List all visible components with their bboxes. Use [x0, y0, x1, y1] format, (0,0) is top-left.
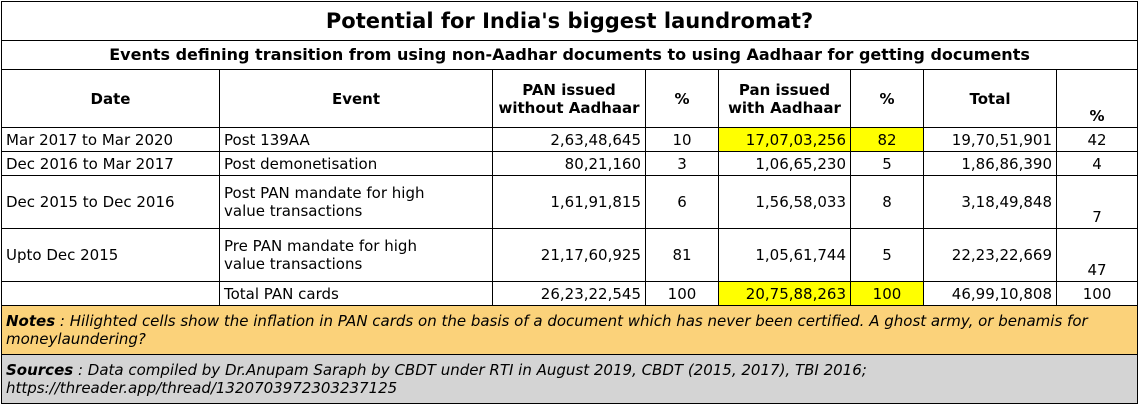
header-pct-without: % [645, 69, 719, 128]
cell-total-without: 26,23,22,545 [492, 281, 646, 306]
cell-without: 2,63,48,645 [492, 127, 646, 152]
header-date: Date [1, 69, 220, 128]
cell-date: Dec 2016 to Mar 2017 [1, 151, 220, 176]
sources-label: Sources [6, 361, 74, 379]
header-pct-with: % [850, 69, 924, 128]
cell-pct-with: 8 [850, 175, 924, 229]
cell-date: Upto Dec 2015 [1, 228, 220, 282]
cell-event: Post PAN mandate for high value transacti… [219, 175, 493, 229]
header-pan-with-aadhaar: Pan issued with Aadhaar [718, 69, 851, 128]
notes-text: : Hilighted cells show the inflation in … [6, 312, 1088, 348]
cell-grand-total: 46,99,10,808 [923, 281, 1057, 306]
cell-event-line2: value transactions [224, 255, 363, 273]
cell-total-with-highlighted: 20,75,88,263 [718, 281, 851, 306]
notes-row: Notes : Hilighted cells show the inflati… [0, 305, 1138, 355]
cell-pct-with: 5 [850, 228, 924, 282]
cell-event-line1: Post PAN mandate for high [224, 184, 425, 202]
cell-total-label: Total PAN cards [219, 281, 493, 306]
cell-grand-pct: 100 [1055, 281, 1138, 306]
cell-date: Mar 2017 to Mar 2020 [1, 127, 220, 152]
notes-cell: Notes : Hilighted cells show the inflati… [0, 305, 1138, 355]
cell-with: 1,56,58,033 [718, 175, 851, 229]
sources-row: Sources : Data compiled by Dr.Anupam Sar… [0, 354, 1138, 404]
cell-pct-total: 47 [1055, 228, 1138, 282]
cell-event-line1: Pre PAN mandate for high [224, 237, 417, 255]
cell-total-pct-without: 100 [645, 281, 719, 306]
table-title: Potential for India's biggest laundromat… [0, 1, 1138, 41]
cell-without: 1,61,91,815 [492, 175, 646, 229]
cell-date-empty [1, 281, 220, 306]
sources-cell: Sources : Data compiled by Dr.Anupam Sar… [0, 354, 1138, 404]
cell-pct-without: 3 [645, 151, 719, 176]
header-total: Total [923, 69, 1057, 128]
table-subtitle: Events defining transition from using no… [0, 40, 1138, 70]
table-row: Dec 2015 to Dec 2016 Post PAN mandate fo… [1, 175, 1138, 229]
cell-pct-without: 81 [645, 228, 719, 282]
cell-with: 1,05,61,744 [718, 228, 851, 282]
cell-total: 22,23,22,669 [923, 228, 1057, 282]
notes-label: Notes [6, 312, 56, 330]
header-pan-without-aadhaar: PAN issued without Aadhaar [492, 69, 646, 128]
table-row: Upto Dec 2015 Pre PAN mandate for high va… [1, 228, 1138, 282]
cell-date: Dec 2015 to Dec 2016 [1, 175, 220, 229]
cell-event: Post 139AA [219, 127, 493, 152]
cell-pct-with: 5 [850, 151, 924, 176]
cell-event: Post demonetisation [219, 151, 493, 176]
header-pct-total: % [1055, 69, 1138, 128]
totals-row: Total PAN cards 26,23,22,545 100 20,75,8… [1, 281, 1138, 306]
cell-with-highlighted: 17,07,03,256 [718, 127, 851, 152]
cell-total: 1,86,86,390 [923, 151, 1057, 176]
cell-without: 21,17,60,925 [492, 228, 646, 282]
table-row: Dec 2016 to Mar 2017 Post demonetisation… [1, 151, 1138, 176]
cell-without: 80,21,160 [492, 151, 646, 176]
cell-pct-without: 10 [645, 127, 719, 152]
header-pan-with-line1: Pan issued [738, 80, 831, 99]
header-pan-with-line2: with Aadhaar [728, 98, 841, 117]
cell-pct-total: 4 [1055, 151, 1138, 176]
cell-event-line2: value transactions [224, 202, 363, 220]
cell-pct-with-highlighted: 82 [850, 127, 924, 152]
sources-text: : Data compiled by Dr.Anupam Saraph by C… [6, 361, 867, 397]
header-event: Event [219, 69, 493, 128]
cell-pct-without: 6 [645, 175, 719, 229]
cell-pct-total: 42 [1055, 127, 1138, 152]
cell-event: Pre PAN mandate for high value transactio… [219, 228, 493, 282]
header-pan-without-line1: PAN issued [522, 80, 616, 99]
table-row: Mar 2017 to Mar 2020 Post 139AA 2,63,48,… [1, 127, 1138, 152]
cell-total: 19,70,51,901 [923, 127, 1057, 152]
cell-pct-total: 7 [1055, 175, 1138, 229]
cell-with: 1,06,65,230 [718, 151, 851, 176]
cell-total: 3,18,49,848 [923, 175, 1057, 229]
header-row: Date Event PAN issued without Aadhaar % P… [1, 69, 1138, 128]
header-pan-without-line2: without Aadhaar [498, 98, 640, 117]
cell-total-pct-with-highlighted: 100 [850, 281, 924, 306]
